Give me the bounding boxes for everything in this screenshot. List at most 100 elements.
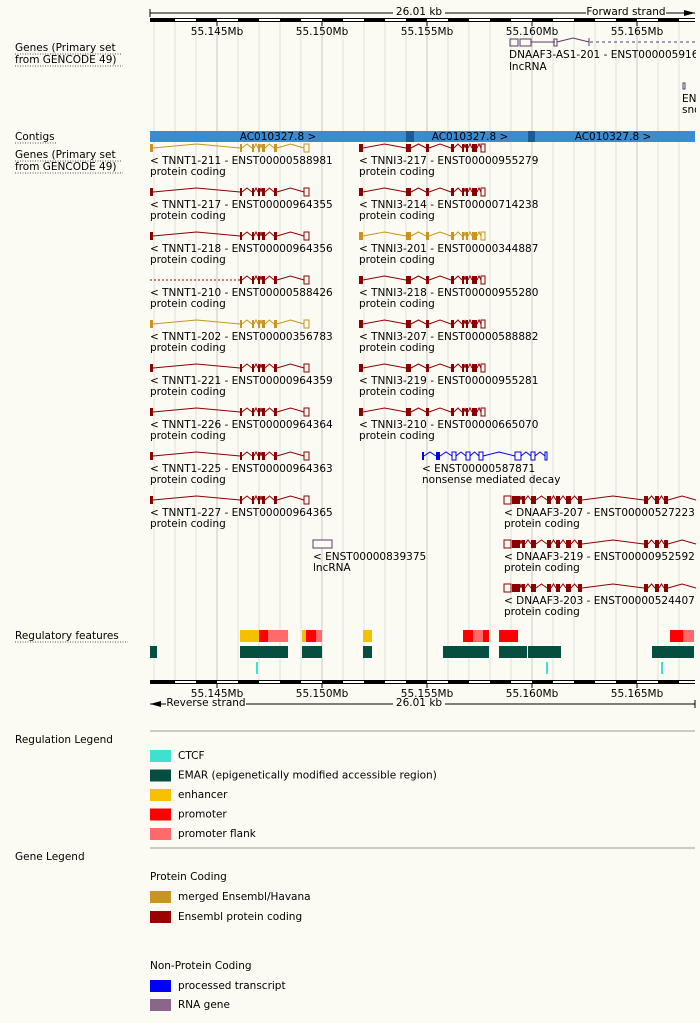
intron (519, 539, 523, 545)
intron (410, 231, 427, 237)
intron (428, 143, 452, 149)
tick-label: 55.165Mb (611, 688, 664, 700)
intron (520, 451, 532, 457)
contig-label: AC010327.8 > (432, 131, 509, 143)
gene-label: < TNNT1-221 - ENST00000964359 (150, 375, 333, 387)
gene-label: < TNNI3-201 - ENST00000344887 (359, 243, 538, 255)
intron (463, 319, 467, 325)
intron (667, 539, 697, 545)
intron (241, 451, 253, 457)
scale-bar (150, 680, 695, 684)
intron (428, 231, 452, 237)
intron (410, 143, 427, 149)
intron (524, 495, 532, 501)
exon (519, 38, 532, 47)
intron (362, 143, 407, 149)
gene-label: < TNNI3-214 - ENST00000714238 (359, 199, 538, 211)
scale-seg (385, 681, 406, 683)
track-label[interactable]: Contigs (15, 131, 55, 143)
legend-item: Ensembl protein coding (178, 911, 302, 923)
intron (519, 583, 523, 589)
exon (451, 408, 454, 416)
exon (426, 144, 429, 152)
exon (252, 276, 254, 284)
intron (428, 319, 452, 325)
gene-label: < TNNI3-218 - ENST00000955280 (359, 287, 538, 299)
tick-label: 55.145Mb (191, 688, 244, 700)
exon (406, 408, 411, 416)
tick-label: 55.165Mb (611, 26, 664, 38)
intron (152, 231, 241, 237)
intron (241, 231, 253, 237)
exon (466, 408, 468, 416)
exon (274, 188, 277, 196)
intron (410, 407, 427, 413)
gene-label: < TNNI3-219 - ENST00000955281 (359, 375, 538, 387)
intron (463, 187, 467, 193)
intron (253, 450, 259, 457)
contig-label: AC010327.8 > (240, 131, 317, 143)
emar-feature (150, 646, 157, 658)
intron (476, 406, 482, 413)
exon (547, 496, 551, 504)
exon (359, 232, 363, 240)
regulatory-feature (499, 630, 518, 642)
gene-label: < TNNT1-217 - ENST00000964355 (150, 199, 333, 211)
track-label[interactable]: Genes (Primary set (15, 42, 116, 54)
exon (262, 452, 265, 460)
gene-label: < TNNT1-226 - ENST00000964364 (150, 419, 333, 431)
exon (466, 144, 468, 152)
ruler-strand: Forward strand (586, 6, 665, 18)
track-label[interactable]: Regulatory features (15, 630, 119, 642)
gene-label: < TNNT1-225 - ENST00000964363 (150, 463, 333, 475)
exon-utr (480, 319, 486, 329)
intron (463, 407, 467, 413)
scale-seg (301, 681, 322, 683)
intron (428, 363, 452, 369)
intron (550, 583, 557, 589)
exon (274, 496, 277, 504)
intron (476, 142, 482, 149)
contig-gap (528, 131, 535, 142)
intron (410, 275, 427, 281)
regulatory-feature (316, 630, 322, 642)
regulatory-feature (483, 630, 489, 642)
intron (259, 143, 263, 149)
exon (522, 584, 525, 592)
track-label[interactable]: Genes (Primary set (15, 149, 116, 161)
arrow (684, 10, 695, 16)
exon (682, 82, 686, 90)
exon (472, 320, 477, 328)
intron (469, 451, 480, 457)
exon (426, 276, 429, 284)
legend-swatch (150, 911, 171, 923)
exon (556, 584, 560, 592)
scale-seg (595, 19, 616, 21)
ruler-length: 26.01 kb (396, 6, 442, 18)
intron (550, 495, 557, 501)
track-label[interactable]: from GENCODE 49) (15, 161, 117, 173)
exon (556, 496, 560, 504)
intron (253, 318, 259, 325)
exon (150, 364, 153, 372)
intron (241, 143, 253, 149)
exon (240, 276, 242, 284)
track-label[interactable]: from GENCODE 49) (15, 54, 117, 66)
intron (362, 319, 407, 325)
exon-utr (303, 451, 310, 461)
intron (428, 275, 452, 281)
gene-label: < TNNT1-218 - ENST00000964356 (150, 243, 333, 255)
exon (258, 364, 260, 372)
exon-utr (480, 407, 486, 417)
exon (240, 232, 242, 240)
intron (570, 495, 579, 501)
exon (462, 276, 464, 284)
exon (150, 144, 153, 152)
ruler-length: 26.01 kb (396, 697, 442, 709)
exon (406, 144, 411, 152)
intron (535, 539, 548, 545)
exon-utr (303, 319, 310, 329)
exon (262, 320, 265, 328)
exon-utr (514, 451, 522, 461)
